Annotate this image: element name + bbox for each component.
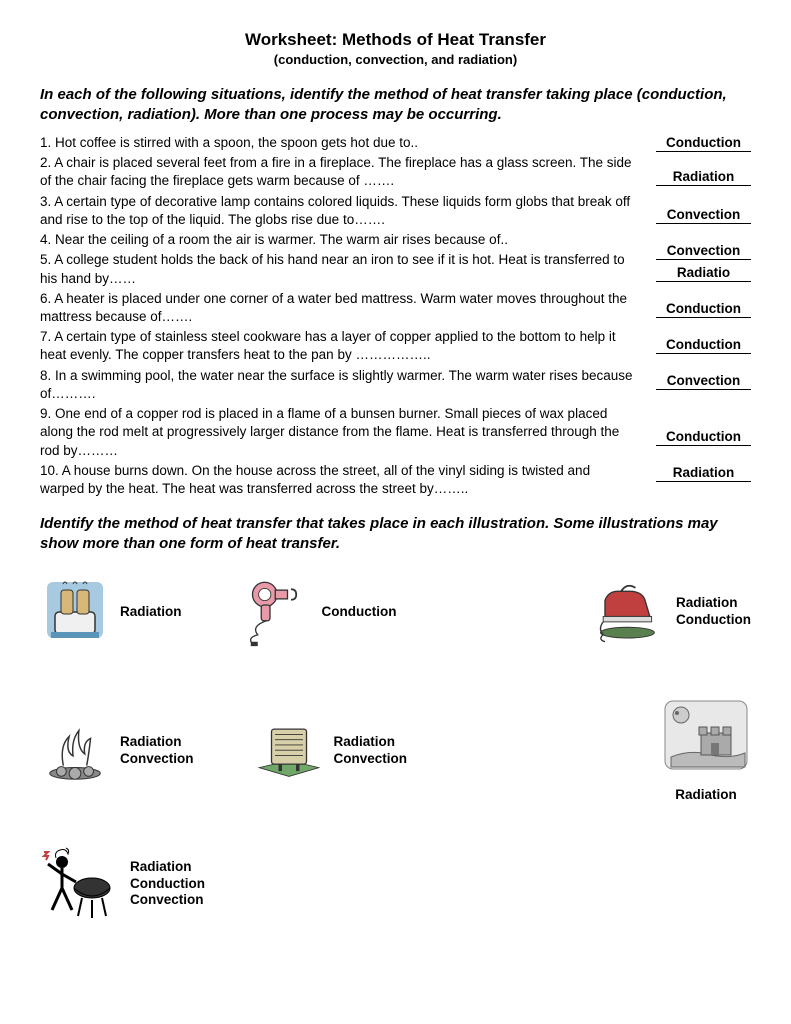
toaster-icon (40, 577, 110, 647)
illus-hairdryer: Conduction (242, 577, 397, 647)
illus-heater: Radiation Convection (254, 697, 408, 804)
answer-blank: Conduction (656, 428, 751, 446)
worksheet-subtitle: (conduction, convection, and radiation) (40, 52, 751, 67)
answer-blank: Conduction (656, 300, 751, 318)
hairdryer-icon (242, 577, 312, 647)
answer-blank: Convection (656, 372, 751, 390)
illus-campfire: Radiation Convection (40, 697, 194, 804)
answer-blank: Radiation (656, 464, 751, 482)
illus-label: Radiation Conduction (676, 595, 751, 629)
answer-blank: Radiatio (656, 264, 751, 282)
illus-iron: Radiation Conduction (596, 577, 751, 647)
worksheet-title: Worksheet: Methods of Heat Transfer (40, 30, 751, 50)
answer-blank: Convection (656, 206, 751, 224)
sandcastle-icon (661, 697, 751, 777)
question-text: 5. A college student holds the back of h… (40, 251, 638, 287)
campfire-icon (40, 716, 110, 786)
question-text: 10. A house burns down. On the house acr… (40, 462, 638, 498)
illus-label: Radiation (675, 787, 737, 804)
answer-blank: Convection (656, 242, 751, 260)
bbq-icon (40, 844, 120, 924)
instructions-1: In each of the following situations, ide… (40, 85, 751, 124)
answer-blank: Radiation (656, 168, 751, 186)
illus-label: Radiation Conduction Convection (130, 859, 205, 910)
instructions-2: Identify the method of heat transfer tha… (40, 514, 751, 553)
illus-bbq: Radiation Conduction Convection (40, 844, 205, 924)
iron-icon (596, 577, 666, 647)
illus-label: Radiation Convection (334, 734, 408, 768)
question-text: 7. A certain type of stainless steel coo… (40, 328, 638, 364)
heater-icon (254, 716, 324, 786)
question-text: 4. Near the ceiling of a room the air is… (40, 231, 638, 249)
illus-label: Radiation Convection (120, 734, 194, 768)
question-text: 6. A heater is placed under one corner o… (40, 290, 638, 326)
illus-sandcastle: Radiation (661, 697, 751, 804)
question-text: 2. A chair is placed several feet from a… (40, 154, 638, 190)
illus-toaster: Radiation (40, 577, 182, 647)
answer-blank: Conduction (656, 134, 751, 152)
question-text: 9. One end of a copper rod is placed in … (40, 405, 638, 460)
question-text: 3. A certain type of decorative lamp con… (40, 193, 638, 229)
answer-blank: Conduction (656, 336, 751, 354)
illus-label: Radiation (120, 604, 182, 621)
answer-column: Conduction Radiation Convection Convection R… (656, 134, 751, 486)
question-text: 8. In a swimming pool, the water near th… (40, 367, 638, 403)
question-list: 1. Hot coffee is stirred with a spoon, t… (40, 134, 638, 500)
question-text: 1. Hot coffee is stirred with a spoon, t… (40, 134, 638, 152)
illus-label: Conduction (322, 604, 397, 621)
